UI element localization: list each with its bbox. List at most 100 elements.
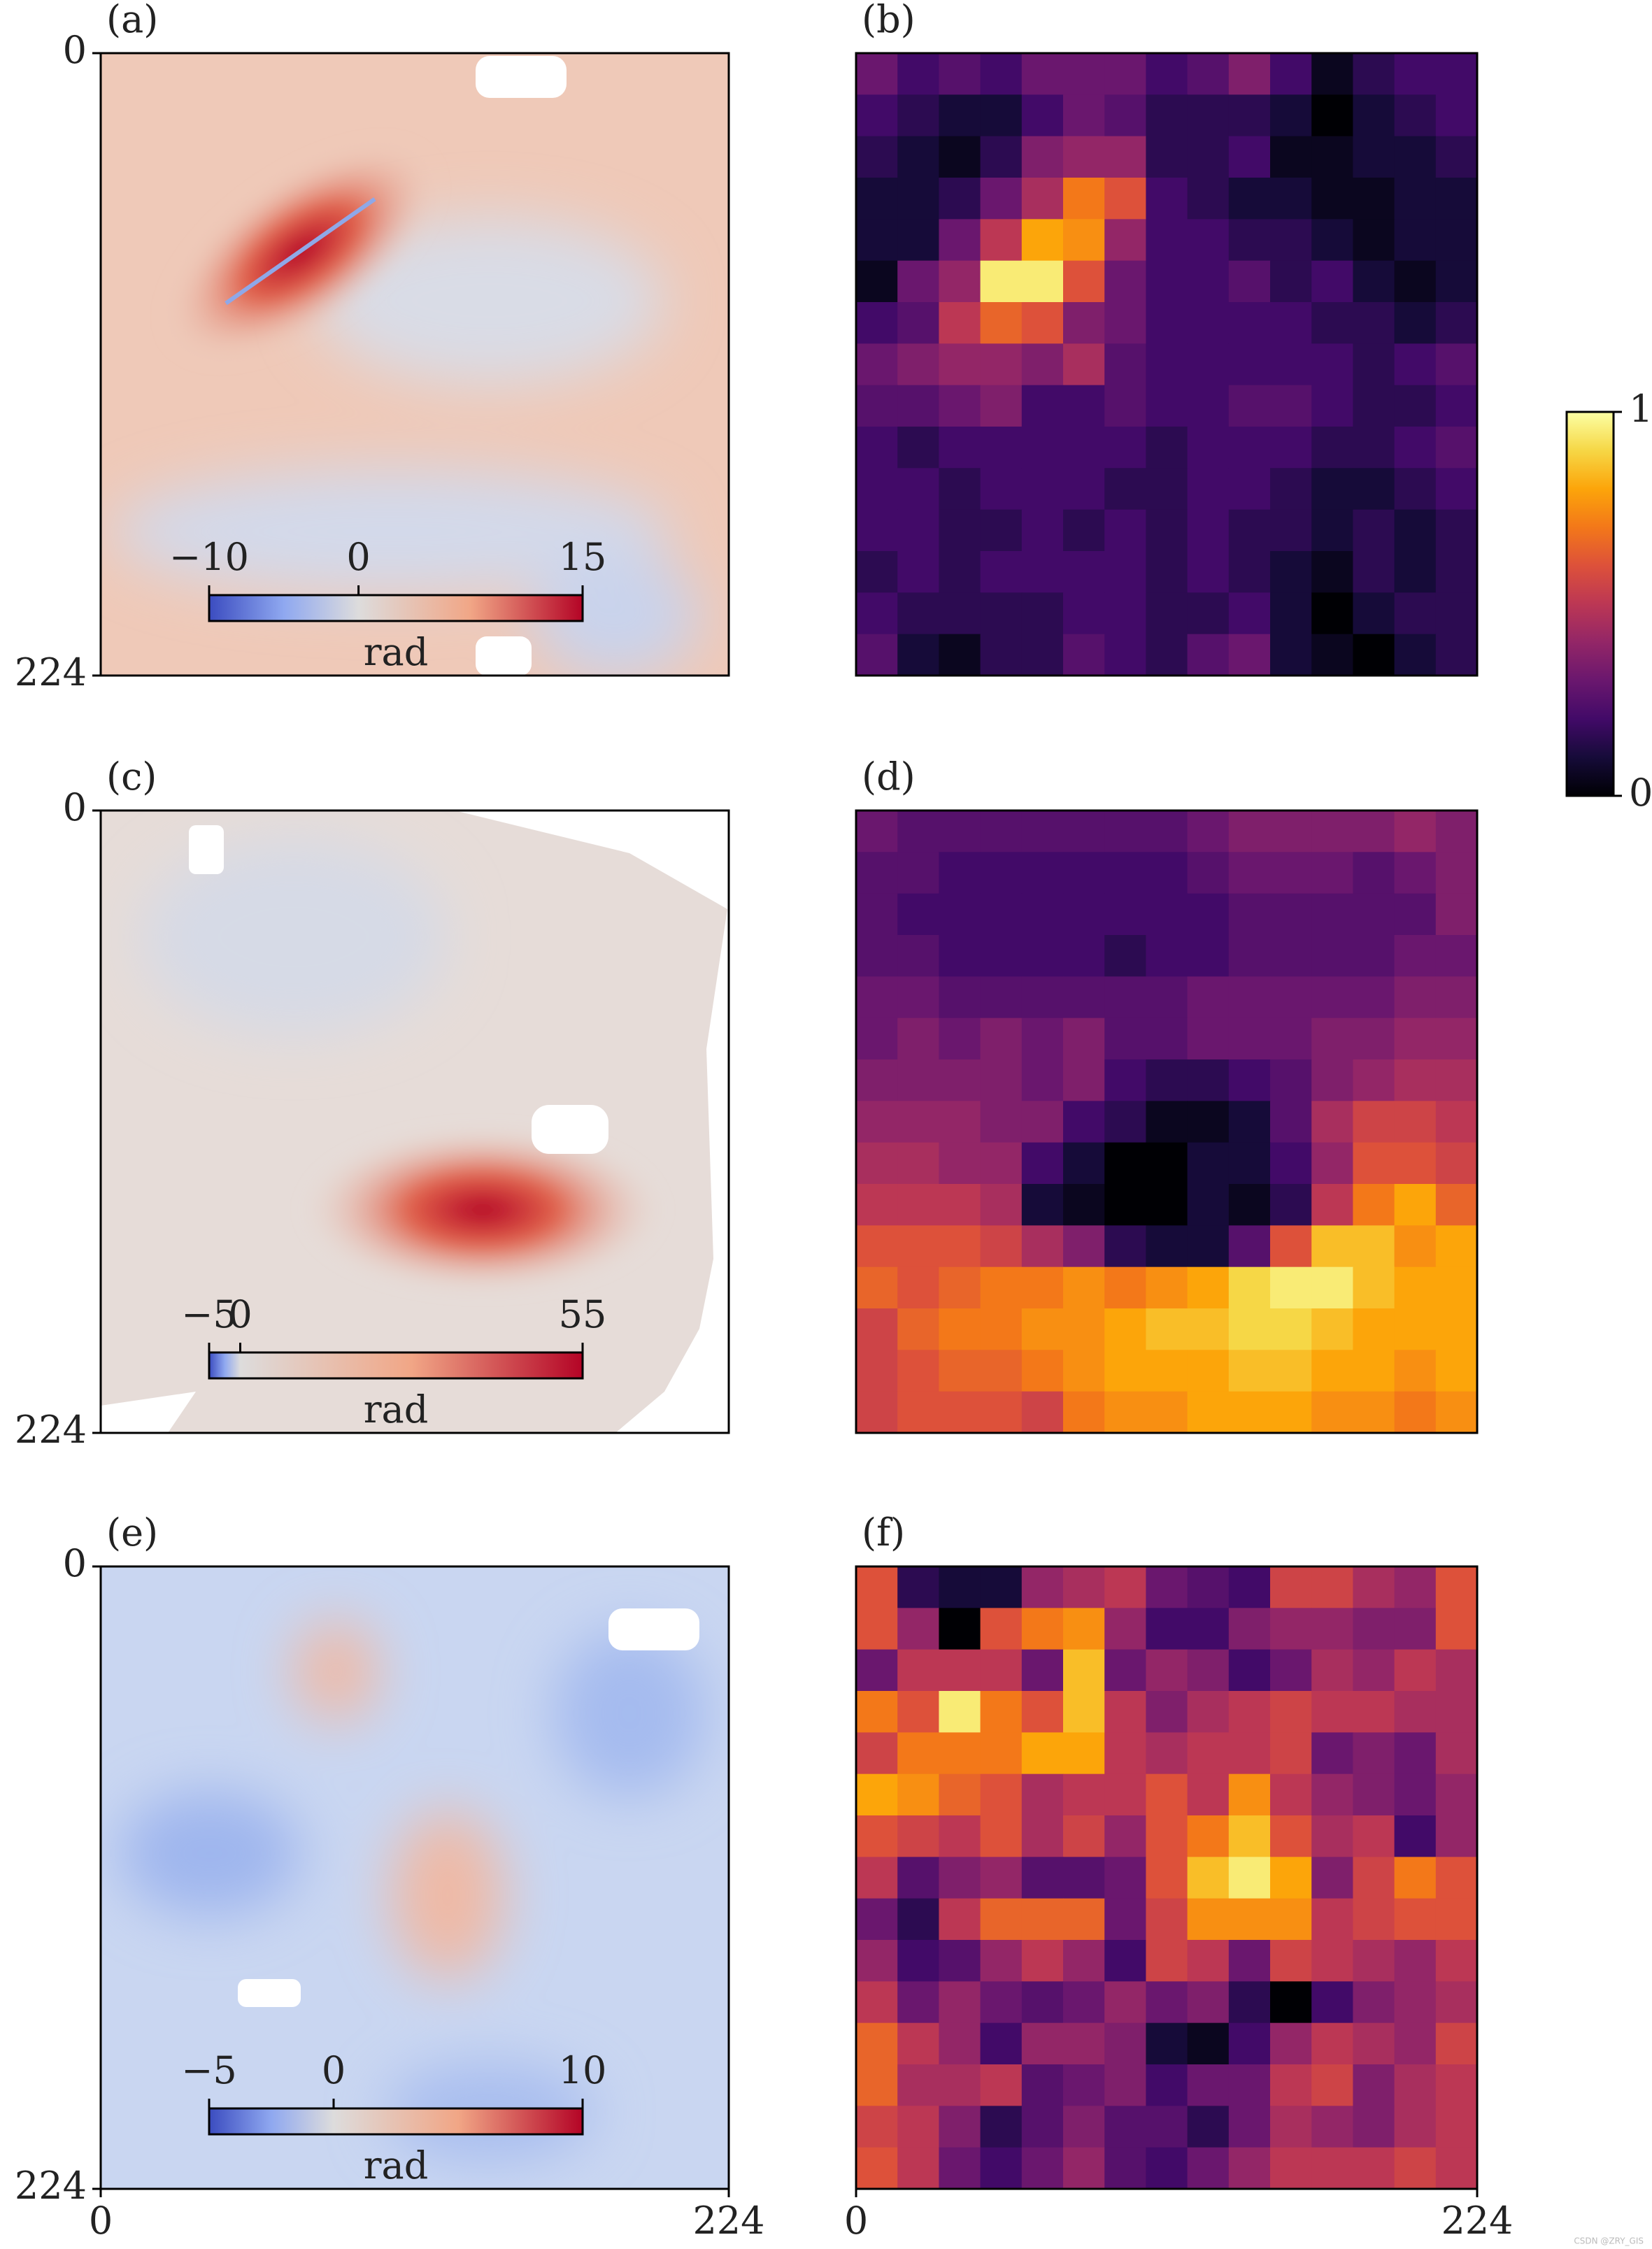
- heatmap-cell: [856, 1308, 898, 1350]
- heatmap-cell: [1353, 1608, 1395, 1650]
- heatmap-cell: [1187, 592, 1230, 635]
- heatmap-cell: [1104, 893, 1146, 936]
- heatmap-cell: [1063, 2064, 1105, 2106]
- heatmap-cell: [1311, 1732, 1353, 1775]
- heatmap-cell: [1394, 1391, 1437, 1434]
- heatmap-cell: [1187, 976, 1230, 1019]
- heatmap-cell: [980, 1815, 1023, 1857]
- x-tick-label: 0: [89, 2199, 113, 2243]
- heatmap-cell: [939, 385, 981, 427]
- heatmap-cell: [980, 2106, 1023, 2148]
- heatmap-cell: [1063, 1732, 1105, 1775]
- heatmap-cell: [897, 1940, 939, 1982]
- heatmap-cell: [1146, 219, 1188, 262]
- heatmap-cell: [1021, 1142, 1064, 1185]
- heatmap-cell: [1146, 1732, 1188, 1775]
- heatmap-cell: [1021, 1815, 1064, 1857]
- heatmap-cell: [1228, 53, 1271, 95]
- heatmap-cell: [1394, 634, 1437, 676]
- heatmap-cell: [980, 1691, 1023, 1733]
- heatmap-cell: [1187, 1857, 1230, 1899]
- heatmap-cell: [939, 1059, 981, 1101]
- heatmap-cell: [1353, 1391, 1395, 1434]
- heatmap-cell: [1104, 634, 1146, 676]
- heatmap-cell: [1063, 178, 1105, 220]
- colorbar-tick-label: 10: [559, 2048, 607, 2092]
- heatmap-cell: [856, 1142, 898, 1185]
- heatmap-cell: [1187, 893, 1230, 936]
- axes-frame: [855, 1565, 1479, 2190]
- heatmap-cell: [1394, 1898, 1437, 1941]
- heatmap-cell: [980, 811, 1023, 852]
- heatmap-cell: [1104, 468, 1146, 511]
- heatmap-cell: [980, 468, 1023, 511]
- heatmap-cell: [1353, 468, 1395, 511]
- heatmap-cell: [1270, 1184, 1312, 1226]
- heatmap-cell: [897, 1857, 939, 1899]
- heatmap-cell: [939, 592, 981, 635]
- heatmap-cell: [1270, 509, 1312, 552]
- heatmap-cell: [1021, 592, 1064, 635]
- phase-image: [101, 1566, 729, 2189]
- heatmap-cell: [939, 2147, 981, 2190]
- heatmap-cell: [1021, 1059, 1064, 1101]
- heatmap-cell: [1228, 2147, 1271, 2190]
- heatmap-cell: [1146, 2022, 1188, 2065]
- heatmap-cell: [939, 427, 981, 469]
- heatmap-cell: [1063, 2106, 1105, 2148]
- heatmap-cell: [1104, 219, 1146, 262]
- heatmap-cell: [1146, 935, 1188, 977]
- panel-label: (b): [862, 0, 916, 41]
- heatmap-cell: [1435, 1732, 1478, 1775]
- phase-image: [101, 811, 729, 1433]
- heatmap-cell: [1311, 94, 1353, 137]
- heatmap-cell: [1063, 2147, 1105, 2190]
- heatmap-cell: [1021, 1940, 1064, 1982]
- heatmap-cell: [1104, 2022, 1146, 2065]
- heatmap-cell: [1394, 1018, 1437, 1060]
- heatmap-cell: [1228, 1732, 1271, 1775]
- heatmap-cell: [897, 852, 939, 894]
- heatmap-cell: [1146, 2147, 1188, 2190]
- heatmap-cell: [897, 976, 939, 1019]
- heatmap-cell: [1394, 1225, 1437, 1268]
- heatmap-cell: [1187, 260, 1230, 303]
- heatmap-cell: [1270, 1981, 1312, 2024]
- heatmap-cell: [1394, 935, 1437, 977]
- axes-frame: [855, 809, 1479, 1434]
- heatmap-cell: [1187, 1773, 1230, 1816]
- heatmap-cell: [980, 1059, 1023, 1101]
- heatmap-cell: [939, 1649, 981, 1692]
- heatmap-cell: [856, 634, 898, 676]
- heatmap-cell: [897, 1142, 939, 1185]
- heatmap-cell: [1270, 976, 1312, 1019]
- heatmap-cell: [1394, 1940, 1437, 1982]
- heatmap-cell: [1228, 1940, 1271, 1982]
- heatmap-cell: [1270, 1142, 1312, 1185]
- axes-frame: [99, 1565, 730, 2190]
- heatmap-cell: [1063, 219, 1105, 262]
- heatmap-cell: [1353, 1266, 1395, 1309]
- heatmap-cell: [980, 1857, 1023, 1899]
- heatmap-cell: [1104, 1566, 1146, 1608]
- heatmap-cell: [897, 302, 939, 344]
- heatmap-cell: [856, 1566, 898, 1608]
- heatmap-cell: [856, 1857, 898, 1899]
- heatmap-cell: [1435, 1815, 1478, 1857]
- heatmap-cell: [1146, 811, 1188, 852]
- heatmap-cell: [1228, 385, 1271, 427]
- heatmap-cell: [1228, 1857, 1271, 1899]
- heatmap-cell: [1063, 1857, 1105, 1899]
- heatmap-cell: [1394, 2022, 1437, 2065]
- heatmap-cell: [939, 1691, 981, 1733]
- heatmap-cell: [897, 592, 939, 635]
- heatmap-cell: [856, 1732, 898, 1775]
- colorbar-tick-label: 15: [559, 535, 607, 579]
- heatmap-cell: [1021, 509, 1064, 552]
- heatmap-cell: [1394, 1691, 1437, 1733]
- heatmap-cell: [1311, 302, 1353, 344]
- heatmap-cell: [1063, 1142, 1105, 1185]
- heatmap-cell: [1021, 94, 1064, 137]
- heatmap-cell: [1353, 1225, 1395, 1268]
